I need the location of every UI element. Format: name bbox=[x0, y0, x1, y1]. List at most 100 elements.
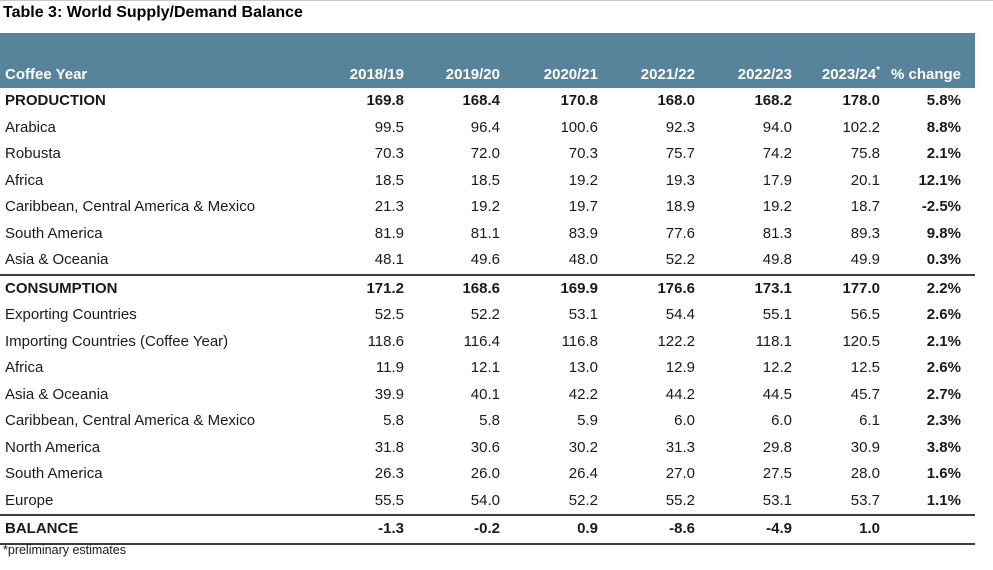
table-row: South America 81.9 81.1 83.9 77.6 81.3 89.3 9.8… bbox=[0, 221, 975, 248]
pct-change-cell: 2.6% bbox=[926, 359, 961, 376]
value-cell: 19.2 bbox=[470, 198, 500, 215]
column-header: % change bbox=[880, 33, 975, 88]
value-cell: 120.5 bbox=[842, 332, 880, 350]
row-label: PRODUCTION bbox=[5, 92, 106, 109]
table-row: Caribbean, Central America & Mexico 21.3 1… bbox=[0, 194, 975, 221]
value-cell: 40.1 bbox=[470, 385, 500, 403]
value-cell: 56.5 bbox=[850, 306, 880, 323]
value-cell: 169.9 bbox=[560, 279, 598, 297]
value-cell: 176.6 bbox=[657, 279, 695, 297]
value-cell: 83.9 bbox=[568, 224, 598, 242]
row-label: Exporting Countries bbox=[5, 306, 137, 323]
row-label: Asia & Oceania bbox=[0, 247, 308, 276]
column-header: 2021/22 bbox=[598, 33, 695, 88]
pct-change-cell: 8.8% bbox=[926, 118, 961, 136]
value-cell: 72.0 bbox=[470, 145, 500, 162]
column-header-label: % change bbox=[890, 66, 961, 83]
table-row: Exporting Countries 52.5 52.2 53.1 54.4 55.1 5… bbox=[0, 302, 975, 329]
column-header: 2022/23 bbox=[695, 33, 792, 88]
value-cell: 168.6 bbox=[462, 279, 500, 297]
table-row: Robusta 70.3 72.0 70.3 75.7 74.2 75.8 2.1% bbox=[0, 141, 975, 168]
table-row: Importing Countries (Coffee Year) 118.6 11… bbox=[0, 329, 975, 356]
value-cell: 26.0 bbox=[470, 465, 500, 482]
pct-change-cell: 2.7% bbox=[926, 385, 961, 403]
value-cell: 18.5 bbox=[374, 171, 404, 189]
row-label: BALANCE bbox=[0, 515, 308, 545]
value-cell: 177.0 bbox=[842, 279, 880, 297]
pct-change-cell: 2.1% bbox=[926, 332, 961, 350]
value-cell: 53.7 bbox=[792, 487, 880, 516]
pct-change-cell: 0.3% bbox=[880, 247, 975, 276]
value-cell: 99.5 bbox=[374, 118, 404, 136]
value-cell: 31.8 bbox=[374, 438, 404, 456]
value-cell: 81.1 bbox=[470, 224, 500, 242]
value-cell: 12.2 bbox=[762, 359, 792, 376]
value-cell: 19.2 bbox=[568, 171, 598, 189]
row-label: Caribbean, Central America & Mexico bbox=[5, 412, 256, 429]
column-header-label: 2019/20 bbox=[445, 66, 500, 83]
value-cell: 75.7 bbox=[665, 145, 695, 162]
value-cell: 12.9 bbox=[665, 359, 695, 376]
row-label: Caribbean, Central America & Mexico bbox=[5, 198, 256, 215]
table-row: North America 31.8 30.6 30.2 31.3 29.8 30.9 3.8… bbox=[0, 435, 975, 462]
column-header-label: 2020/21 bbox=[543, 66, 598, 83]
value-cell: 6.1 bbox=[859, 412, 880, 429]
value-cell: 18.5 bbox=[470, 171, 500, 189]
value-cell: 6.0 bbox=[674, 412, 695, 429]
value-cell: 26.3 bbox=[374, 465, 404, 482]
column-header-label: 2018/19 bbox=[349, 66, 404, 83]
table-title: Table 3: World Supply/Demand Balance bbox=[3, 4, 303, 21]
value-cell: 30.9 bbox=[850, 438, 880, 456]
value-cell: 44.2 bbox=[665, 385, 695, 403]
column-header: 2023/24* bbox=[792, 33, 880, 88]
value-cell: 26.4 bbox=[568, 465, 598, 482]
row-label: South America bbox=[5, 465, 103, 482]
value-cell: 81.3 bbox=[762, 224, 792, 242]
table-row: Africa 18.5 18.5 19.2 19.3 17.9 20.1 12.1% bbox=[0, 168, 975, 195]
value-cell: 49.8 bbox=[695, 247, 792, 276]
value-cell: 29.8 bbox=[762, 438, 792, 456]
value-cell: 52.2 bbox=[470, 306, 500, 323]
value-cell: 70.3 bbox=[568, 145, 598, 162]
value-cell: 94.0 bbox=[762, 118, 792, 136]
value-cell: 19.7 bbox=[568, 198, 598, 215]
table-row: Africa 11.9 12.1 13.0 12.9 12.2 12.5 2.6% bbox=[0, 355, 975, 382]
value-cell: 55.1 bbox=[762, 306, 792, 323]
value-cell: 52.2 bbox=[598, 247, 695, 276]
pct-change-cell: 1.1% bbox=[880, 487, 975, 516]
pct-change-cell: -2.5% bbox=[921, 198, 961, 215]
value-cell: 1.0 bbox=[792, 515, 880, 545]
value-cell: 30.6 bbox=[470, 438, 500, 456]
value-cell: 52.5 bbox=[374, 306, 404, 323]
value-cell: 54.0 bbox=[404, 487, 500, 516]
pct-change-cell: 2.2% bbox=[926, 279, 961, 297]
value-cell: 21.3 bbox=[374, 198, 404, 215]
table-row: PRODUCTION 169.8 168.4 170.8 168.0 168.2 178.0… bbox=[0, 88, 975, 115]
value-cell: 122.2 bbox=[657, 332, 695, 350]
value-cell: 96.4 bbox=[470, 118, 500, 136]
value-cell: 81.9 bbox=[374, 224, 404, 242]
column-header: 2018/19 bbox=[308, 33, 404, 88]
table-body: PRODUCTION 169.8 168.4 170.8 168.0 168.2 178.0… bbox=[0, 88, 975, 545]
value-cell: 48.1 bbox=[308, 247, 404, 276]
row-label: Importing Countries (Coffee Year) bbox=[5, 332, 229, 350]
value-cell: 0.9 bbox=[500, 515, 598, 545]
table-header: Coffee Year 2018/19 2019/20 2020/21 2021/22 2… bbox=[0, 33, 975, 88]
row-label: Robusta bbox=[5, 145, 61, 162]
value-cell: 11.9 bbox=[375, 359, 404, 376]
table-row: Europe 55.5 54.0 52.2 55.2 53.1 53.7 1.1% bbox=[0, 487, 975, 516]
value-cell: 54.4 bbox=[665, 306, 695, 323]
value-cell: 5.8 bbox=[479, 412, 500, 429]
value-cell: 18.9 bbox=[665, 198, 695, 215]
value-cell: 17.9 bbox=[762, 171, 792, 189]
value-cell: 44.5 bbox=[762, 385, 792, 403]
value-cell: 48.0 bbox=[500, 247, 598, 276]
value-cell: 18.7 bbox=[850, 198, 880, 215]
value-cell: 169.8 bbox=[366, 92, 404, 109]
value-cell: 116.8 bbox=[561, 332, 598, 350]
value-cell: 52.2 bbox=[500, 487, 598, 516]
value-cell: 55.2 bbox=[598, 487, 695, 516]
table-row: South America 26.3 26.0 26.4 27.0 27.5 28.0 1.6… bbox=[0, 461, 975, 488]
value-cell: 45.7 bbox=[850, 385, 880, 403]
